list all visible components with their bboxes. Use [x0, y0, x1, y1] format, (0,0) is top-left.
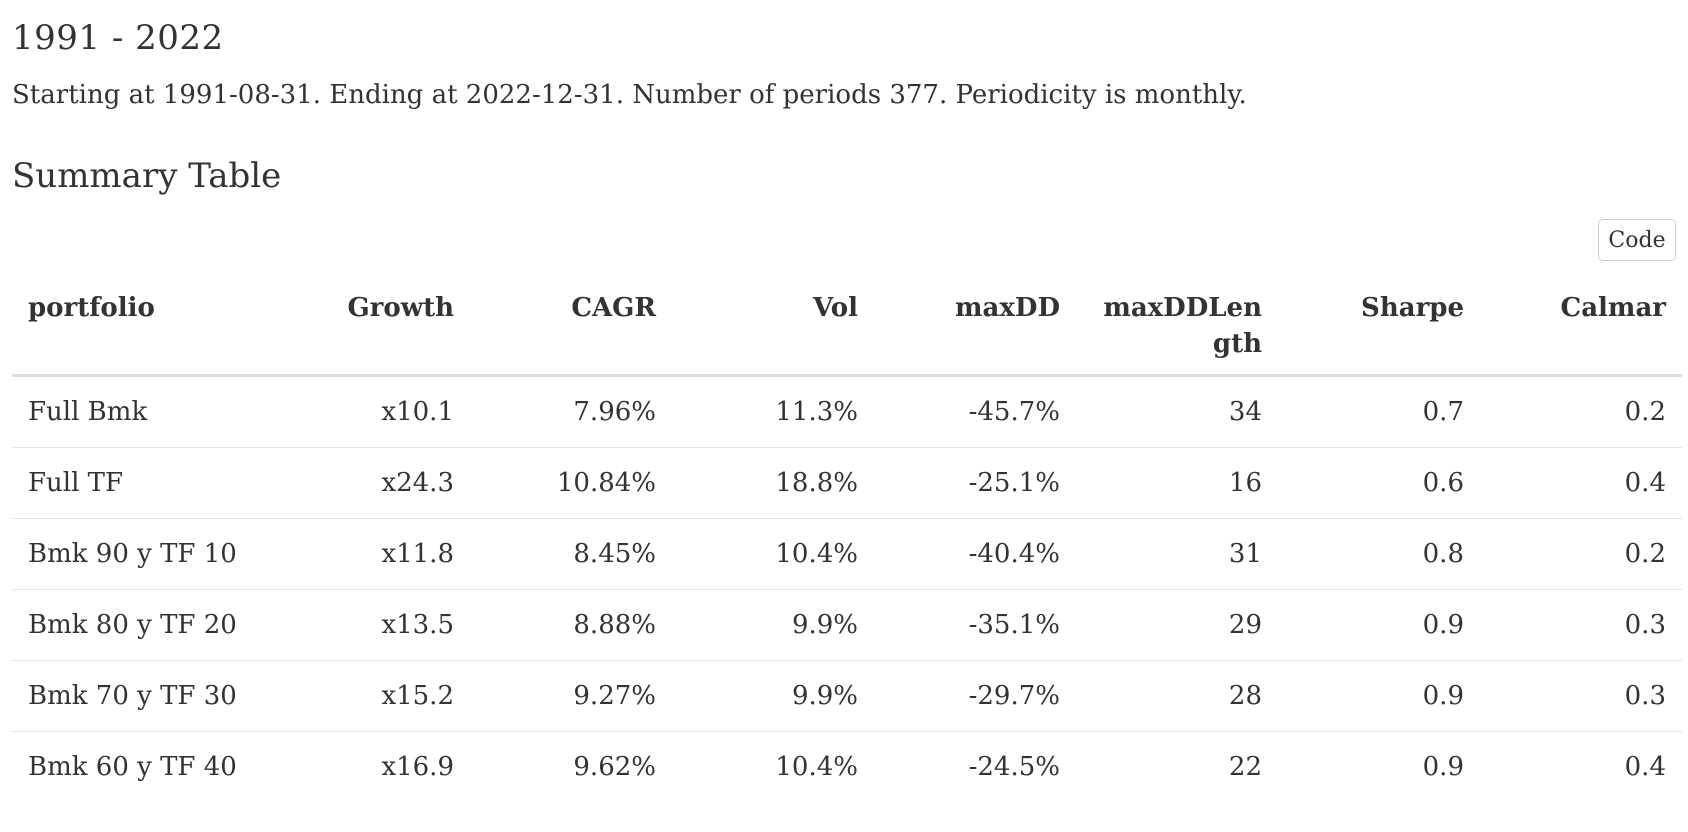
cell-calmar: 0.3: [1480, 589, 1682, 661]
cell-cagr: 8.45%: [470, 518, 672, 590]
cell-calmar: 0.2: [1480, 375, 1682, 448]
cell-growth: x13.5: [268, 589, 470, 661]
cell-maxdd: -40.4%: [874, 518, 1076, 590]
table-row: Bmk 60 y TF 40 x16.9 9.62% 10.4% -24.5% 22 0.9…: [12, 732, 1682, 803]
cell-maxddlength: 29: [1076, 589, 1278, 661]
period-title: 1991 - 2022: [12, 18, 224, 58]
cell-sharpe: 0.7: [1278, 375, 1480, 448]
header-cagr: CAGR: [470, 282, 672, 377]
table-header: portfolio Growth CAGR Vol maxDD maxDDLen…: [12, 282, 1682, 377]
table-row: Bmk 70 y TF 30 x15.2 9.27% 9.9% -29.7% 28 0.9 0…: [12, 660, 1682, 732]
cell-portfolio: Bmk 90 y TF 10: [12, 518, 268, 590]
cell-maxdd: -29.7%: [874, 660, 1076, 732]
table-row: Bmk 80 y TF 20 x13.5 8.88% 9.9% -35.1% 29 0.9 0…: [12, 589, 1682, 661]
table-row: Bmk 90 y TF 10 x11.8 8.45% 10.4% -40.4% 31 0.8…: [12, 518, 1682, 590]
header-maxddlength: maxDDLength: [1076, 282, 1278, 377]
cell-growth: x10.1: [268, 375, 470, 448]
header-growth: Growth: [268, 282, 470, 377]
cell-growth: x24.3: [268, 447, 470, 519]
header-sharpe: Sharpe: [1278, 282, 1480, 377]
table-body: Full Bmk x10.1 7.96% 11.3% -45.7% 34 0.7 0.2 Ful…: [12, 375, 1682, 803]
cell-vol: 11.3%: [672, 375, 874, 448]
cell-calmar: 0.2: [1480, 518, 1682, 590]
summary-table: portfolio Growth CAGR Vol maxDD maxDDLen…: [12, 282, 1682, 802]
header-portfolio: portfolio: [12, 282, 268, 377]
cell-maxdd: -45.7%: [874, 375, 1076, 448]
cell-sharpe: 0.9: [1422, 752, 1464, 782]
cell-growth: x11.8: [268, 518, 470, 590]
cell-portfolio: Bmk 80 y TF 20: [12, 589, 268, 661]
cell-cagr: 10.84%: [470, 447, 672, 519]
cell-sharpe: 0.6: [1278, 447, 1480, 519]
cell-portfolio: Full Bmk: [12, 375, 268, 448]
cell-vol: 9.9%: [672, 589, 874, 661]
cell-growth: x15.2: [268, 660, 470, 732]
header-maxdd: maxDD: [874, 282, 1076, 377]
code-toggle-button[interactable]: Code: [1598, 219, 1676, 261]
section-title: Summary Table: [12, 156, 282, 196]
cell-sharpe: 0.9: [1278, 589, 1480, 661]
cell-maxddlength: 16: [1076, 447, 1278, 519]
period-description: Starting at 1991-08-31. Ending at 2022-1…: [12, 80, 1247, 110]
cell-growth: x16.9: [381, 752, 454, 782]
cell-maxddlength: 34: [1076, 375, 1278, 448]
cell-sharpe: 0.9: [1278, 660, 1480, 732]
cell-vol: 18.8%: [672, 447, 874, 519]
cell-maxdd: -25.1%: [874, 447, 1076, 519]
cell-maxdd: -35.1%: [874, 589, 1076, 661]
cell-calmar: 0.4: [1624, 752, 1666, 782]
cell-cagr: 7.96%: [470, 375, 672, 448]
cell-maxddlength: 28: [1076, 660, 1278, 732]
header-row: portfolio Growth CAGR Vol maxDD maxDDLen…: [12, 282, 1682, 377]
cell-cagr: 9.27%: [470, 660, 672, 732]
cell-sharpe: 0.8: [1278, 518, 1480, 590]
cell-cagr: 8.88%: [470, 589, 672, 661]
cell-portfolio: Bmk 60 y TF 40: [28, 752, 237, 782]
cell-cagr: 9.62%: [573, 752, 656, 782]
cell-maxdd: -24.5%: [968, 752, 1060, 782]
cell-vol: 10.4%: [775, 752, 858, 782]
header-calmar: Calmar: [1480, 282, 1682, 377]
cell-calmar: 0.4: [1480, 447, 1682, 519]
cell-calmar: 0.3: [1480, 660, 1682, 732]
table-row: Full Bmk x10.1 7.96% 11.3% -45.7% 34 0.7 0.2: [12, 375, 1682, 448]
table-row: Full TF x24.3 10.84% 18.8% -25.1% 16 0.6 0.4: [12, 447, 1682, 519]
cell-portfolio: Bmk 70 y TF 30: [12, 660, 268, 732]
cell-maxddlength: 31: [1076, 518, 1278, 590]
cell-maxddlength: 22: [1228, 752, 1262, 782]
cell-vol: 10.4%: [672, 518, 874, 590]
cell-vol: 9.9%: [672, 660, 874, 732]
cell-portfolio: Full TF: [12, 447, 268, 519]
header-vol: Vol: [672, 282, 874, 377]
